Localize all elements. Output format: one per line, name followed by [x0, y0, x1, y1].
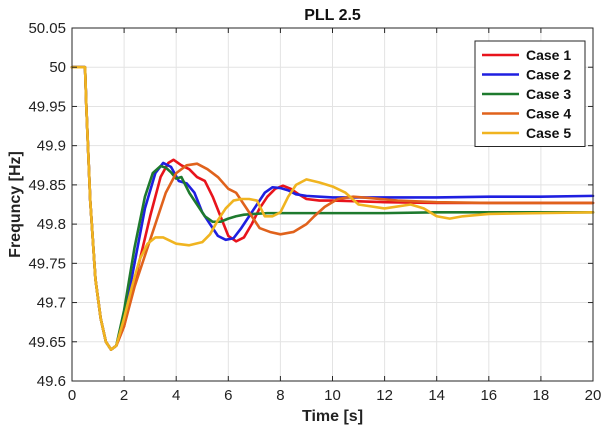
y-tick-label: 49.8 — [37, 216, 66, 233]
x-tick-label: 6 — [224, 387, 232, 404]
y-tick-label: 49.6 — [37, 373, 66, 390]
series-line-case-5 — [70, 65, 595, 351]
x-tick-label: 2 — [120, 387, 128, 404]
legend-label-case-2: Case 2 — [526, 67, 571, 83]
series-layer — [70, 65, 595, 351]
x-axis-title: Time [s] — [302, 408, 363, 425]
legend-label-case-1: Case 1 — [526, 47, 571, 63]
x-tick-label: 8 — [276, 387, 284, 404]
y-tick-label: 49.65 — [28, 334, 66, 351]
x-tick-label: 14 — [428, 387, 445, 404]
y-tick-label: 49.75 — [28, 255, 66, 272]
y-tick-label: 49.9 — [37, 138, 66, 155]
y-tick-label: 49.85 — [28, 177, 66, 194]
x-tick-label: 16 — [480, 387, 497, 404]
axes — [71, 27, 594, 382]
legend-label-case-3: Case 3 — [526, 86, 571, 102]
x-tick-label: 0 — [68, 387, 76, 404]
x-tick-label: 20 — [585, 387, 602, 404]
y-tick-label: 50 — [49, 59, 66, 76]
legend-label-case-5: Case 5 — [526, 125, 571, 141]
x-tick-label: 4 — [172, 387, 180, 404]
x-tick-label: 18 — [533, 387, 550, 404]
legend-label-case-4: Case 4 — [526, 106, 571, 122]
tick-labels: 0 2 4 6 8 10 12 14 16 18 20 49.6 49.65 49.7 49.75 49.8 4… — [28, 20, 601, 404]
y-tick-label: 50.05 — [28, 20, 66, 37]
x-tick-label: 12 — [376, 387, 393, 404]
y-axis-title: Frequncy [Hz] — [7, 151, 24, 258]
y-tick-label: 49.7 — [37, 295, 66, 312]
y-tick-label: 49.95 — [28, 98, 66, 115]
legend: Case 1 Case 2 Case 3 Case 4 Case 5 — [474, 40, 586, 147]
x-tick-label: 10 — [324, 387, 341, 404]
chart-title: PLL 2.5 — [304, 7, 361, 24]
